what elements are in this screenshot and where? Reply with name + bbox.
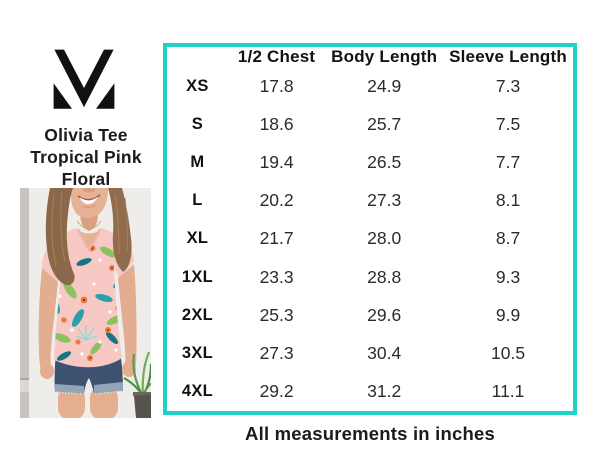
measurement-value: 28.8 bbox=[367, 266, 402, 287]
product-title-line: Floral bbox=[61, 169, 111, 189]
measurement-value: 29.6 bbox=[367, 304, 402, 325]
size-chart-body: XS 17.8 24.9 7.3 S 18.6 25.7 7.5 M 19.4 26.5 7.7 L 20… bbox=[167, 67, 573, 411]
measurement-value: 7.5 bbox=[495, 113, 521, 134]
size-label: 3XL bbox=[181, 344, 214, 363]
product-title-line: Tropical Pink bbox=[30, 147, 142, 167]
measurement-value: 30.4 bbox=[367, 343, 402, 364]
size-label: S bbox=[191, 114, 204, 133]
table-row: L 20.2 27.3 8.1 bbox=[167, 182, 573, 220]
size-chart: 1/2 Chest Body Length Sleeve Length XS 17… bbox=[163, 43, 577, 415]
measurement-value: 31.2 bbox=[367, 381, 402, 402]
measurement-value: 7.3 bbox=[495, 75, 521, 96]
measurement-value: 8.7 bbox=[495, 228, 521, 249]
measurement-value: 27.3 bbox=[367, 190, 402, 211]
brand-m-logo-icon bbox=[53, 49, 115, 109]
table-row: 2XL 25.3 29.6 9.9 bbox=[167, 296, 573, 334]
measurement-value: 9.9 bbox=[495, 304, 521, 325]
size-label: L bbox=[192, 191, 203, 210]
table-row: S 18.6 25.7 7.5 bbox=[167, 105, 573, 143]
measurement-value: 9.3 bbox=[495, 266, 521, 287]
measurement-value: 17.8 bbox=[259, 75, 294, 96]
column-header-sleeve-length: Sleeve Length bbox=[449, 47, 567, 66]
table-row: 3XL 27.3 30.4 10.5 bbox=[167, 335, 573, 373]
product-photo bbox=[20, 188, 151, 418]
measurement-value: 10.5 bbox=[491, 343, 526, 364]
corner-cell bbox=[167, 47, 228, 67]
measurement-value: 28.0 bbox=[367, 228, 402, 249]
table-row: 1XL 23.3 28.8 9.3 bbox=[167, 258, 573, 296]
measurement-value: 27.3 bbox=[259, 343, 294, 364]
measurements-note: All measurements in inches bbox=[245, 423, 495, 444]
measurement-value: 23.3 bbox=[259, 266, 294, 287]
measurement-value: 8.1 bbox=[495, 190, 521, 211]
table-header-row: 1/2 Chest Body Length Sleeve Length bbox=[167, 47, 573, 67]
measurement-value: 11.1 bbox=[491, 381, 525, 402]
measurement-value: 7.7 bbox=[495, 152, 521, 173]
size-label: 2XL bbox=[181, 305, 214, 324]
size-label: 1XL bbox=[181, 267, 214, 286]
measurement-value: 18.6 bbox=[259, 113, 294, 134]
table-row: XL 21.7 28.0 8.7 bbox=[167, 220, 573, 258]
size-label: 4XL bbox=[181, 382, 214, 401]
measurement-value: 21.7 bbox=[259, 228, 294, 249]
size-label: XL bbox=[186, 229, 209, 248]
column-header-body-length: Body Length bbox=[331, 47, 438, 66]
table-row: XS 17.8 24.9 7.3 bbox=[167, 67, 573, 105]
measurement-value: 24.9 bbox=[367, 75, 402, 96]
table-row: M 19.4 26.5 7.7 bbox=[167, 143, 573, 181]
size-label: XS bbox=[186, 76, 209, 95]
size-label: M bbox=[190, 153, 205, 172]
measurement-value: 29.2 bbox=[259, 381, 294, 402]
measurement-value: 25.7 bbox=[367, 113, 402, 134]
size-chart-table: 1/2 Chest Body Length Sleeve Length XS 17… bbox=[167, 47, 573, 411]
measurement-value: 26.5 bbox=[367, 152, 402, 173]
column-header-half-chest: 1/2 Chest bbox=[237, 47, 316, 66]
table-row: 4XL 29.2 31.2 11.1 bbox=[167, 373, 573, 411]
measurement-value: 25.3 bbox=[259, 304, 294, 325]
product-title-line: Olivia Tee bbox=[44, 125, 128, 145]
measurement-value: 19.4 bbox=[259, 152, 294, 173]
product-title: Olivia Tee Tropical Pink Floral bbox=[0, 124, 172, 190]
measurement-value: 20.2 bbox=[259, 190, 294, 211]
